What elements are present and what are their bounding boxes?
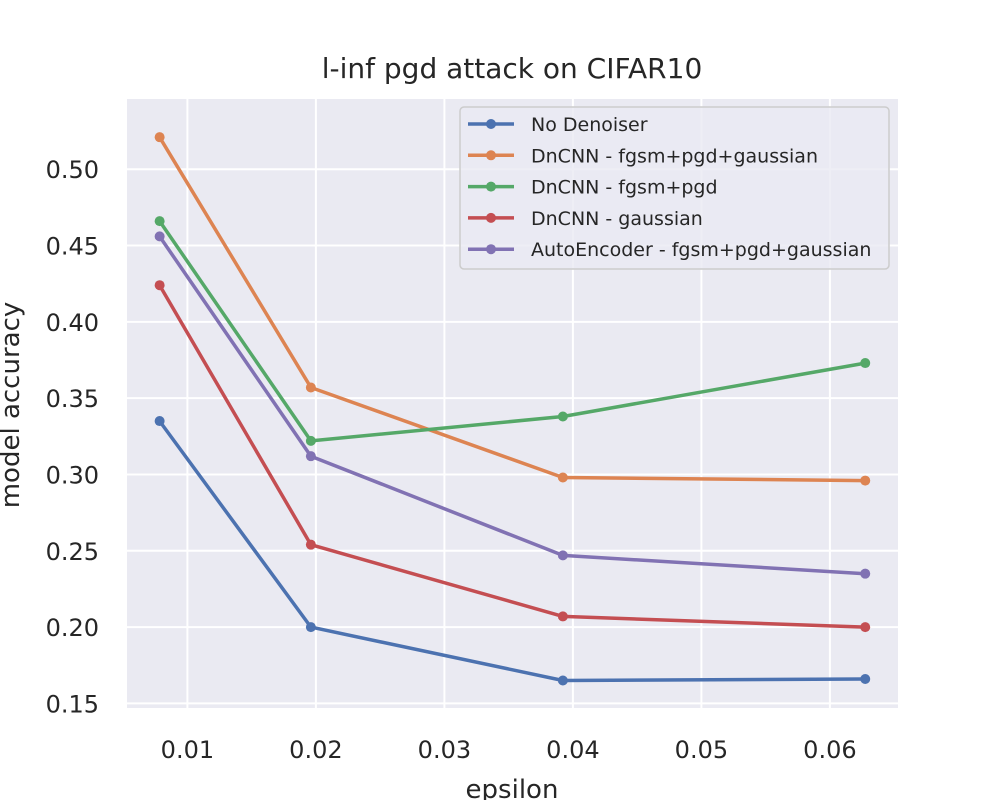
series-line bbox=[157, 135, 867, 483]
y-tick-label: 0.35 bbox=[46, 385, 99, 413]
data-point bbox=[154, 231, 165, 242]
legend-marker bbox=[486, 181, 496, 192]
x-tick-label: 0.01 bbox=[161, 736, 214, 764]
y-tick-label: 0.50 bbox=[46, 156, 99, 184]
data-point bbox=[154, 416, 165, 427]
legend: No Denoiser DnCNN - fgsm+pgd+gaussian DnCN… bbox=[459, 106, 890, 270]
y-tick-label: 0.45 bbox=[46, 233, 99, 261]
data-point bbox=[860, 568, 871, 579]
series-line bbox=[157, 419, 867, 683]
x-tick-label: 0.05 bbox=[675, 736, 728, 764]
x-tick-label: 0.06 bbox=[803, 736, 856, 764]
x-tick-label: 0.04 bbox=[546, 736, 599, 764]
legend-label: No Denoiser bbox=[531, 114, 648, 136]
legend-label: AutoEncoder - fgsm+pgd+gaussian bbox=[531, 239, 871, 261]
data-point bbox=[860, 475, 871, 486]
series-0 bbox=[154, 416, 871, 686]
data-point bbox=[860, 358, 871, 369]
data-point bbox=[154, 216, 165, 227]
data-point bbox=[860, 622, 871, 633]
y-tick-label: 0.30 bbox=[46, 461, 99, 489]
legend-item: DnCNN - fgsm+pgd bbox=[468, 177, 718, 199]
data-point bbox=[860, 674, 871, 684]
legend-item: AutoEncoder - fgsm+pgd+gaussian bbox=[468, 239, 871, 261]
legend-item: DnCNN - gaussian bbox=[468, 208, 703, 230]
y-axis-ticks: 0.15 0.20 0.25 0.30 0.35 0.40 0.45 0.50 bbox=[46, 156, 99, 718]
x-tick-label: 0.03 bbox=[418, 736, 471, 764]
legend-marker bbox=[486, 150, 496, 161]
x-axis-ticks: 0.01 0.02 0.03 0.04 0.05 0.06 bbox=[161, 736, 857, 764]
legend-label: DnCNN - fgsm+pgd bbox=[531, 177, 718, 199]
legend-item: No Denoiser bbox=[468, 114, 648, 136]
data-point bbox=[557, 472, 568, 483]
data-point bbox=[305, 539, 316, 550]
legend-marker bbox=[486, 212, 496, 223]
y-tick-label: 0.20 bbox=[46, 614, 99, 642]
chart-title: l-inf pgd attack on CIFAR10 bbox=[322, 52, 703, 85]
data-point bbox=[305, 435, 316, 446]
series-1 bbox=[154, 132, 871, 486]
y-tick-label: 0.40 bbox=[46, 309, 99, 337]
series-2 bbox=[154, 216, 871, 446]
legend-label: DnCNN - fgsm+pgd+gaussian bbox=[531, 145, 818, 167]
series-line bbox=[157, 219, 867, 443]
legend-label: DnCNN - gaussian bbox=[531, 208, 703, 230]
x-tick-label: 0.02 bbox=[289, 736, 342, 764]
y-tick-label: 0.15 bbox=[46, 690, 99, 718]
legend-marker bbox=[486, 244, 496, 255]
series-4 bbox=[154, 231, 871, 579]
data-point bbox=[305, 451, 316, 462]
data-point bbox=[557, 611, 568, 622]
data-point bbox=[305, 622, 316, 633]
series-line bbox=[157, 234, 867, 576]
y-tick-label: 0.25 bbox=[46, 538, 99, 566]
y-axis-label: model accuracy bbox=[0, 302, 26, 509]
legend-item: DnCNN - fgsm+pgd+gaussian bbox=[468, 145, 818, 167]
series-3 bbox=[154, 280, 871, 633]
data-point bbox=[557, 675, 568, 686]
legend-marker bbox=[486, 119, 496, 129]
data-point bbox=[154, 280, 165, 291]
data-point bbox=[154, 132, 165, 143]
legend-box bbox=[459, 106, 890, 270]
x-axis-label: epsilon bbox=[466, 775, 559, 800]
data-point bbox=[557, 550, 568, 561]
series-line bbox=[157, 283, 867, 629]
data-point bbox=[305, 382, 316, 393]
series-group bbox=[154, 132, 871, 686]
data-point bbox=[557, 411, 568, 422]
